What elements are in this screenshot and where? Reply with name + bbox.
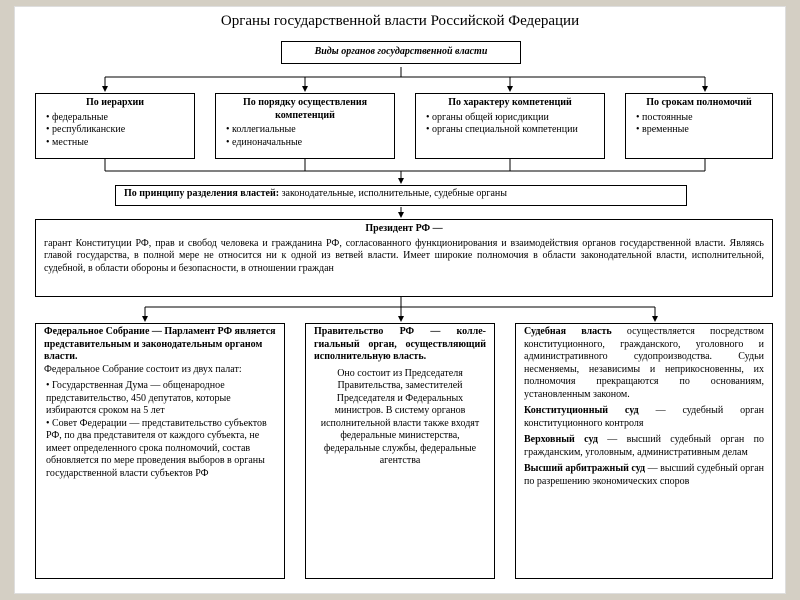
list-item: временные [636,124,766,137]
court-0: Конституционный суд — судебный орган кон… [524,405,764,430]
page-title: Органы государственной власти Российской… [15,7,785,34]
row1-box-hierarchy: По иерархии федеральные республиканские … [35,93,195,159]
row1-hdr-0: По иерархии [36,94,194,112]
row1-hdr-3: По срокам полномочий [626,94,772,112]
judicial-intro: Судебная власть осуществляется посредств… [524,326,764,401]
legislative-list: Государственная Дума — общенародное пред… [36,380,284,484]
branch-judicial: Судебная власть осуществляется посредств… [515,323,773,579]
executive-content: Правительство РФ — колле­гиальный орган,… [306,324,494,472]
separation-box: По принципу разделения властей: законода… [115,185,687,206]
row1-list-1: коллегиальные единоначальные [216,124,394,153]
executive-body: Оно состоит из Председателя Правительств… [314,368,486,468]
diagram-page: Органы государственной власти Российской… [14,6,786,594]
list-item: республиканские [46,124,188,137]
legislative-intro: Федеральное Собрание состоит из двух пал… [44,364,276,377]
list-item: федеральные [46,112,188,125]
judicial-intro-body: осуществляется посредством конституционн… [524,326,764,400]
list-item: единоначальные [226,137,388,150]
row1-list-2: органы общей юрисдикции органы специальн… [416,112,604,141]
row1-box-competence: По характеру компетенций органы общей юр… [415,93,605,159]
president-body: гарант Конституции РФ, прав и свобод чел… [36,236,772,280]
list-item: Государственная Дума — общенародное пред… [46,380,278,418]
court-name-1: Верховный суд [524,434,598,445]
separation-text: По принципу разделения властей: законода… [116,186,686,205]
separation-hdr: По принципу разделения властей: [124,188,279,199]
court-name-2: Высший арбитражный суд [524,463,645,474]
legislative-content: Федеральное Собрание — Парламент РФ явля… [36,324,284,380]
root-label: Виды органов государственной власти [282,42,520,63]
court-1: Верховный суд — высший судебный орган по… [524,434,764,459]
list-item: коллегиальные [226,124,388,137]
separation-body: законодательные, исполнительные, судебны… [279,188,507,199]
list-item: местные [46,137,188,150]
president-box: Президент РФ — гарант Конституции РФ, пр… [35,219,773,297]
row1-hdr-2: По характеру компетенций [416,94,604,112]
judicial-content: Судебная власть осуществляется посредств… [516,324,772,492]
list-item: Совет Федерации — представительство субъ… [46,418,278,481]
row1-list-3: постоянные временные [626,112,772,141]
president-hdr: Президент РФ — [36,220,772,236]
list-item: органы специальной компе­тенции [426,124,598,137]
row1-box-terms: По срокам полномочий постоянные временны… [625,93,773,159]
list-item: органы общей юрисдикции [426,112,598,125]
row1-list-0: федеральные республиканские местные [36,112,194,154]
executive-hdr: Правительство РФ — колле­гиальный орган,… [314,326,486,364]
row1-box-order: По порядку осуществления компетенций кол… [215,93,395,159]
branch-legislative: Федеральное Собрание — Парламент РФ явля… [35,323,285,579]
row1-hdr-1: По порядку осуществления компетенций [216,94,394,124]
judicial-intro-hdr: Судебная власть [524,326,612,337]
list-item: постоянные [636,112,766,125]
court-2: Высший арбитражный суд — высший судебный… [524,463,764,488]
branch-executive: Правительство РФ — колле­гиальный орган,… [305,323,495,579]
court-name-0: Конституционный суд [524,405,639,416]
root-box: Виды органов государственной власти [281,41,521,64]
legislative-hdr: Федеральное Собрание — Парламент РФ явля… [44,326,276,364]
